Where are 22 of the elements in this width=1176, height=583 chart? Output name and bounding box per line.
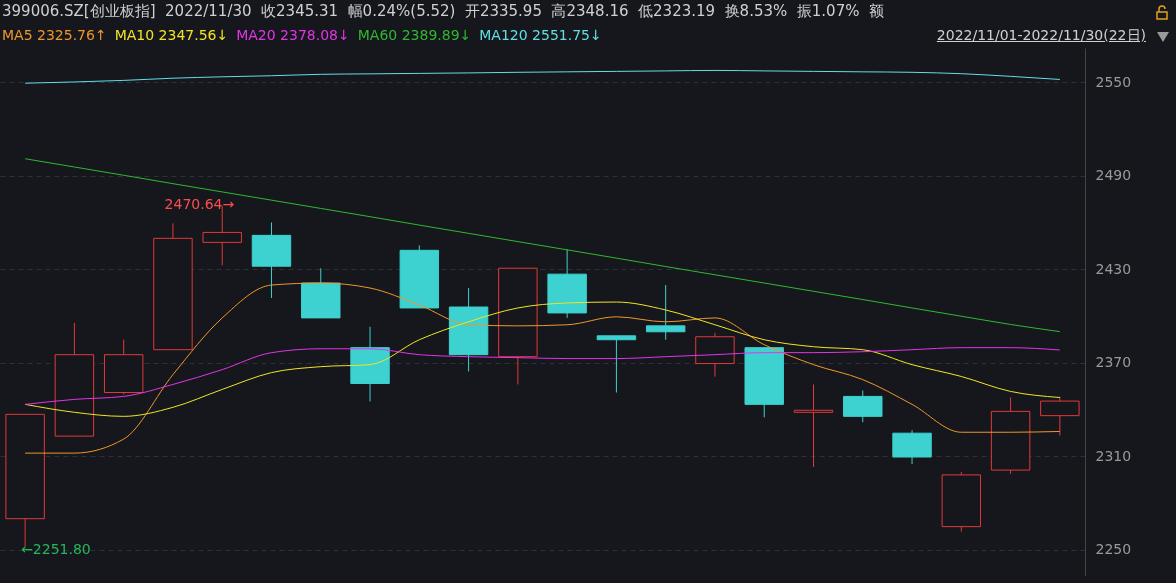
text: MA10 2347.56↓ xyxy=(114,27,229,43)
y-tick-label: 2310 xyxy=(1095,447,1132,464)
annotation: 2470.64→ xyxy=(164,195,235,212)
chart-title: 399006.SZ[创业板指] 2022/11/30 收2345.31 幅0.24%(5.52) 开2335.95 高2348.16 低2323.19 换8.53% 振1.07% 额 xyxy=(2,2,884,21)
line-series xyxy=(24,69,1061,84)
annotation: ←2251.80 xyxy=(21,540,91,557)
line-series xyxy=(24,347,1061,405)
y-tick-label: 2250 xyxy=(1095,541,1132,558)
text: MA120 2551.75↓ xyxy=(479,27,602,43)
y-tick-label: 2490 xyxy=(1095,167,1132,184)
text: MA60 2389.89↓ xyxy=(357,27,472,43)
candlestick xyxy=(793,383,834,468)
chart-subtitle: 2022/11/01-2022/11/30(22日) xyxy=(936,27,1146,45)
candlestick xyxy=(596,335,637,394)
text: MA5 2325.76↑ xyxy=(2,27,107,43)
line-series xyxy=(24,158,1061,333)
line-series xyxy=(24,282,1061,454)
y-tick-label: 2370 xyxy=(1095,354,1132,371)
y-tick-label: 2550 xyxy=(1095,73,1132,90)
text: MA20 2378.08↓ xyxy=(236,27,350,43)
y-tick-label: 2430 xyxy=(1095,260,1132,277)
candlestick xyxy=(645,284,686,341)
